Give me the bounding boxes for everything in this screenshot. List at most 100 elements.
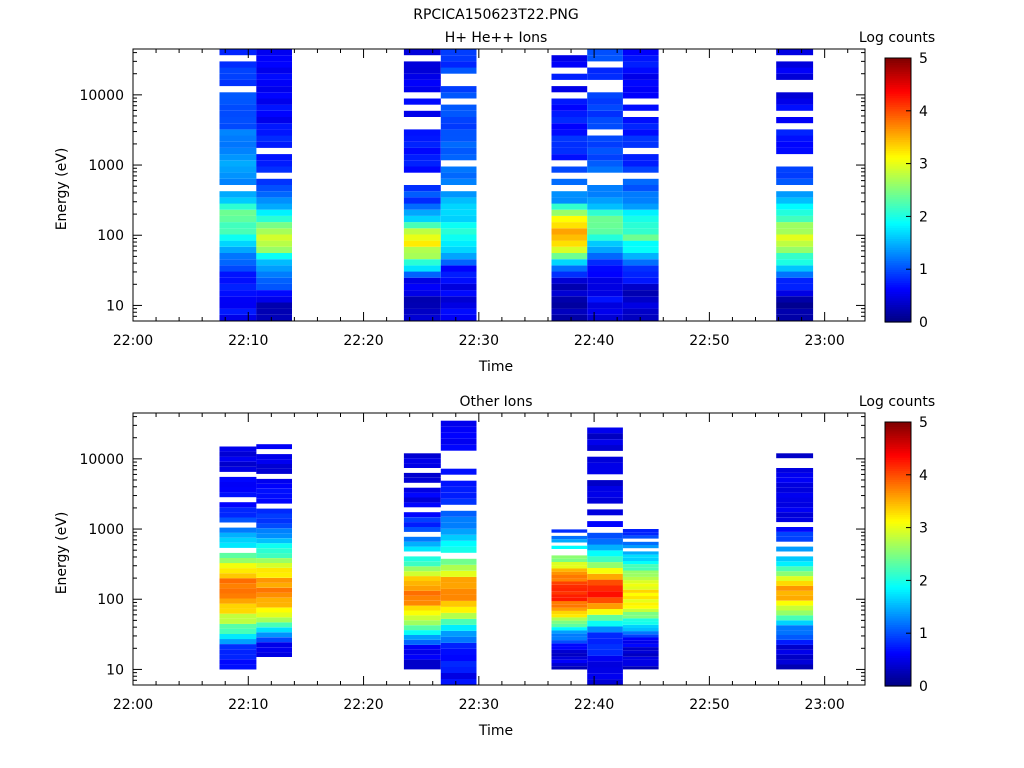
heatmap-cell [622, 580, 659, 584]
colorbar-band [885, 157, 911, 160]
heatmap-cell [622, 592, 659, 597]
colorbar-band [885, 646, 911, 650]
heatmap-cell [587, 160, 623, 167]
heatmap-cell [776, 246, 814, 253]
colorbar-band [885, 474, 911, 478]
heatmap-cell [256, 240, 292, 247]
axes: 22:00 22:10 22:20 22:30 22:40 22:50 23:00 10 100… [79, 412, 866, 713]
colorbar-band [885, 556, 911, 559]
heatmap-cell [587, 585, 623, 592]
colorbar-band [885, 424, 911, 427]
colorbar-band [885, 644, 911, 647]
colorbar-band [885, 154, 911, 158]
heatmap-cell [776, 531, 814, 537]
heatmap-cell [219, 502, 257, 508]
heatmap-cell [403, 610, 441, 616]
y-tick-label: 10 [106, 662, 124, 678]
heatmap-cell [403, 522, 441, 527]
heatmap-cell [776, 98, 814, 105]
heatmap-cell [219, 166, 257, 173]
heatmap-cell [440, 576, 477, 583]
heatmap-cell [440, 240, 477, 247]
heatmap-cell [403, 492, 441, 498]
x-tick-label: 22:40 [574, 697, 614, 713]
colorbar-band [885, 549, 911, 553]
heatmap-cell [587, 562, 623, 568]
heatmap-cell [776, 117, 814, 124]
colorbar-band [885, 428, 911, 432]
heatmap-cell [622, 259, 659, 266]
heatmap-cell [256, 592, 292, 598]
heatmap-cell [219, 512, 257, 518]
heatmap-cell [440, 203, 477, 210]
heatmap-cell [219, 461, 257, 467]
heatmap-cell [622, 55, 659, 62]
heatmap-cell [551, 277, 588, 284]
heatmap-cell [403, 147, 441, 155]
heatmap-cell [256, 528, 292, 534]
heatmap-cell [551, 636, 588, 641]
colorbar-tick-label: 3 [919, 157, 928, 173]
plot-frame [132, 412, 866, 686]
colorbar-band [885, 280, 911, 283]
heatmap-cell [403, 541, 441, 547]
heatmap-cell [403, 222, 441, 229]
heatmap-cell [256, 617, 292, 623]
heatmap-cell [622, 535, 659, 539]
heatmap-cell [776, 605, 814, 611]
heatmap-cell [587, 491, 623, 498]
heatmap-cell [551, 578, 588, 582]
colorbar-band [885, 282, 911, 286]
heatmap-cell [551, 215, 588, 223]
colorbar-band [885, 615, 911, 619]
heatmap-cell [551, 649, 588, 654]
heatmap-cell [622, 666, 659, 670]
heatmap-cell [776, 536, 814, 542]
heatmap-cell [587, 521, 623, 527]
heatmap-cell [440, 642, 477, 649]
heatmap-cell [219, 98, 257, 105]
heatmap-cell [776, 308, 814, 315]
heatmap-cell [403, 308, 441, 315]
heatmap-cell [622, 602, 659, 606]
heatmap-cell [403, 477, 441, 483]
colorbar-band [885, 227, 911, 231]
heatmap-cell [440, 534, 477, 541]
colorbar-band [885, 518, 911, 522]
heatmap-cell [219, 578, 257, 584]
heatmap-cell [551, 240, 588, 247]
heatmap-cell [219, 240, 257, 247]
axes: 22:00 22:10 22:20 22:30 22:40 22:50 23:00 10 100… [79, 48, 866, 349]
colorbar-band [885, 666, 911, 669]
colorbar-band [885, 668, 911, 672]
heatmap-cell [403, 654, 441, 660]
colorbar-band [885, 218, 911, 222]
heatmap-cell [551, 314, 588, 321]
heatmap-cell [440, 492, 477, 499]
panel-other-ions: Other Ions Log counts Time Energy (eV) 2… [54, 394, 935, 739]
heatmap-cell [219, 73, 257, 80]
colorbar-band [885, 99, 911, 103]
heatmap-cell [219, 234, 257, 241]
colorbar-band [885, 490, 911, 493]
heatmap-cell [587, 532, 623, 539]
heatmap-cell [776, 314, 814, 321]
heatmap-cell [776, 585, 814, 591]
heatmap-cell [440, 588, 477, 595]
colorbar-band [885, 655, 911, 658]
heatmap-cell [776, 566, 814, 572]
heatmap-cell [256, 572, 292, 578]
x-tick-label: 23:00 [804, 697, 844, 713]
heatmap-cell [551, 135, 588, 142]
colorbar-band [885, 505, 911, 509]
heatmap-cell [403, 620, 441, 626]
colorbar-tick-label: 0 [919, 679, 928, 695]
heatmap-cell [219, 623, 257, 629]
heatmap-cell [256, 597, 292, 603]
colorbar-band [885, 128, 911, 132]
colorbar-band [885, 657, 911, 661]
heatmap-cell [551, 656, 588, 660]
heatmap-cell [256, 73, 292, 80]
heatmap-cell [219, 283, 257, 291]
colorbar-tick-label: 4 [919, 104, 928, 120]
